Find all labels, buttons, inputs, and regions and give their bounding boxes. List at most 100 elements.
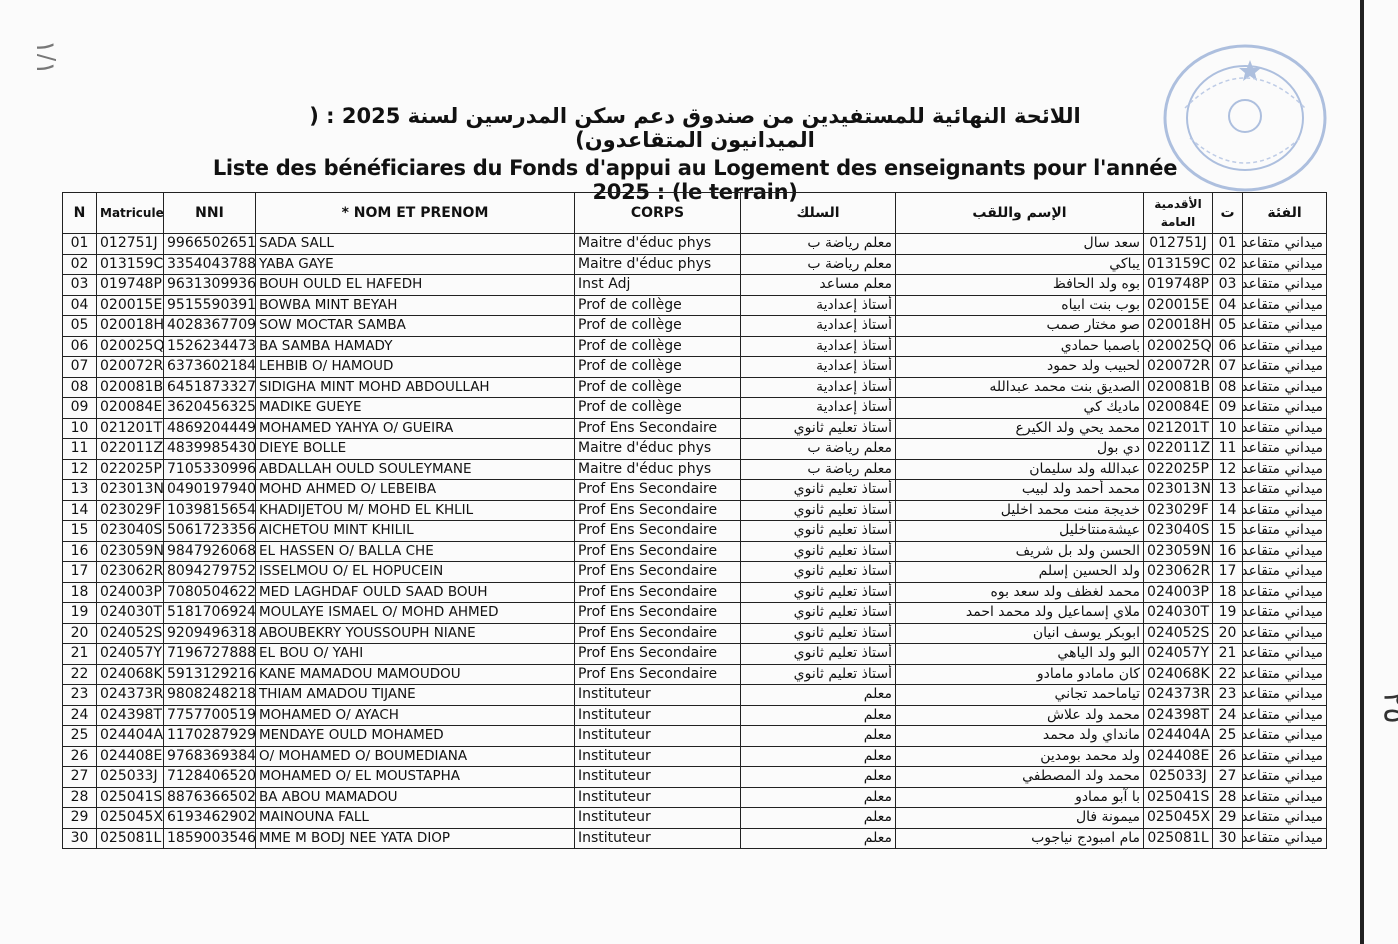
cell-name: ABOUBEKRY YOUSSOUPH NIANE [255,622,575,644]
cell-corps: Maitre d'éduc phys [574,253,741,275]
cell-n: 27 [62,766,97,788]
cell-name: ISSELMOU O/ EL HOPUCEIN [255,561,575,583]
cell-n: 26 [62,745,97,767]
cell-corps: Instituteur [574,704,741,726]
cell-silk: معلم [740,786,896,808]
beneficiaries-table: N Matricule NNI * NOM ET PRENOM CORPS ال… [62,192,1327,849]
cell-silk: معلم [740,807,896,829]
cell-n: 28 [62,786,97,808]
header-nni: NNI [163,192,256,234]
cell-seniority: 013159C [1143,253,1213,275]
cell-t: 06 [1212,335,1243,357]
cell-matricule: 020015E [96,294,164,316]
cell-name: MOHD AHMED O/ LEBEIBA [255,479,575,501]
cell-n: 07 [62,356,97,378]
cell-category: ميداني متقاعد [1242,622,1327,644]
cell-corps: Maitre d'éduc phys [574,458,741,480]
cell-seniority: 021201T [1143,417,1213,439]
cell-corps: Instituteur [574,684,741,706]
cell-seniority: 024068K [1143,663,1213,685]
cell-t: 14 [1212,499,1243,521]
cell-category: ميداني متقاعد [1242,520,1327,542]
cell-matricule: 025033J [96,766,164,788]
cell-n: 19 [62,602,97,624]
cell-silk: أستاذ إعدادية [740,376,896,398]
cell-name-ar: ماديك كي [895,397,1144,419]
cell-matricule: 024373R [96,684,164,706]
cell-category: ميداني متقاعد [1242,417,1327,439]
cell-corps: Instituteur [574,807,741,829]
table-row: 16 023059N 9847926068 EL HASSEN O/ BALLA CH… [62,540,1327,562]
table-row: 30 025081L 1859003546 MME M BODJ NEE YATA D… [62,827,1327,849]
cell-seniority: 023040S [1143,520,1213,542]
cell-n: 21 [62,643,97,665]
cell-corps: Prof de collège [574,356,741,378]
header-category: الفئة [1242,192,1327,234]
cell-corps: Prof Ens Secondaire [574,479,741,501]
cell-matricule: 025081L [96,827,164,849]
cell-name-ar: الصديق بنت محمد عبدالله [895,376,1144,398]
cell-nni: 9808248218 [163,684,256,706]
cell-n: 04 [62,294,97,316]
cell-nni: 5061723356 [163,520,256,542]
header-corps: CORPS [574,192,741,234]
table-row: 24 024398T 7757700519 MOHAMED O/ AYACH Insti… [62,704,1327,726]
cell-name: MAINOUNA FALL [255,807,575,829]
cell-name: KHADIJETOU M/ MOHD EL KHLIL [255,499,575,521]
cell-category: ميداني متقاعد [1242,704,1327,726]
cell-silk: أستاذ تعليم ثانوي [740,663,896,685]
cell-name-ar: ابوبكر يوسف انيان [895,622,1144,644]
cell-seniority: 023059N [1143,540,1213,562]
cell-name: YABA GAYE [255,253,575,275]
cell-corps: Prof Ens Secondaire [574,520,741,542]
cell-matricule: 019748P [96,274,164,296]
table-row: 29 025045X 6193462902 MAINOUNA FALL Institut… [62,807,1327,829]
cell-category: ميداني متقاعد [1242,807,1327,829]
table-header-row: N Matricule NNI * NOM ET PRENOM CORPS ال… [62,192,1327,234]
cell-n: 03 [62,274,97,296]
cell-nni: 1039815654 [163,499,256,521]
cell-n: 24 [62,704,97,726]
cell-nni: 6373602184 [163,356,256,378]
cell-category: ميداني متقاعد [1242,458,1327,480]
cell-category: ميداني متقاعد [1242,540,1327,562]
cell-t: 21 [1212,643,1243,665]
cell-seniority: 023029F [1143,499,1213,521]
cell-n: 29 [62,807,97,829]
cell-nni: 3354043788 [163,253,256,275]
cell-category: ميداني متقاعد [1242,315,1327,337]
cell-n: 02 [62,253,97,275]
table-row: 17 023062R 8094279752 ISSELMOU O/ EL HOPUCE… [62,561,1327,583]
cell-category: ميداني متقاعد [1242,438,1327,460]
cell-n: 17 [62,561,97,583]
cell-corps: Prof de collège [574,335,741,357]
table-row: 06 020025Q 1526234473 BA SAMBA HAMADY Prof d… [62,335,1327,357]
cell-silk: معلم [740,766,896,788]
cell-seniority: 020081B [1143,376,1213,398]
cell-t: 15 [1212,520,1243,542]
cell-seniority: 024398T [1143,704,1213,726]
cell-silk: معلم رياضة ب [740,253,896,275]
table-row: 04 020015E 9515590391 BOWBA MINT BEYAH Prof … [62,294,1327,316]
cell-matricule: 024030T [96,602,164,624]
cell-nni: 9209496318 [163,622,256,644]
cell-category: ميداني متقاعد [1242,725,1327,747]
cell-nni: 4028367709 [163,315,256,337]
cell-corps: Maitre d'éduc phys [574,233,741,255]
cell-corps: Instituteur [574,766,741,788]
cell-n: 01 [62,233,97,255]
cell-seniority: 020018H [1143,315,1213,337]
table-row: 25 024404A 1170287929 MENDAYE OULD MOHAMED I… [62,725,1327,747]
cell-corps: Prof Ens Secondaire [574,540,741,562]
header-t: ت [1212,192,1243,234]
cell-name-ar: يباكي [895,253,1144,275]
cell-seniority: 012751J [1143,233,1213,255]
cell-t: 20 [1212,622,1243,644]
cell-name-ar: ولد الحسين إسلم [895,561,1144,583]
cell-seniority: 024057Y [1143,643,1213,665]
cell-silk: معلم رياضة ب [740,233,896,255]
cell-category: ميداني متقاعد [1242,274,1327,296]
cell-t: 01 [1212,233,1243,255]
cell-name-ar: ميمونة فال [895,807,1144,829]
cell-silk: أستاذ إعدادية [740,356,896,378]
